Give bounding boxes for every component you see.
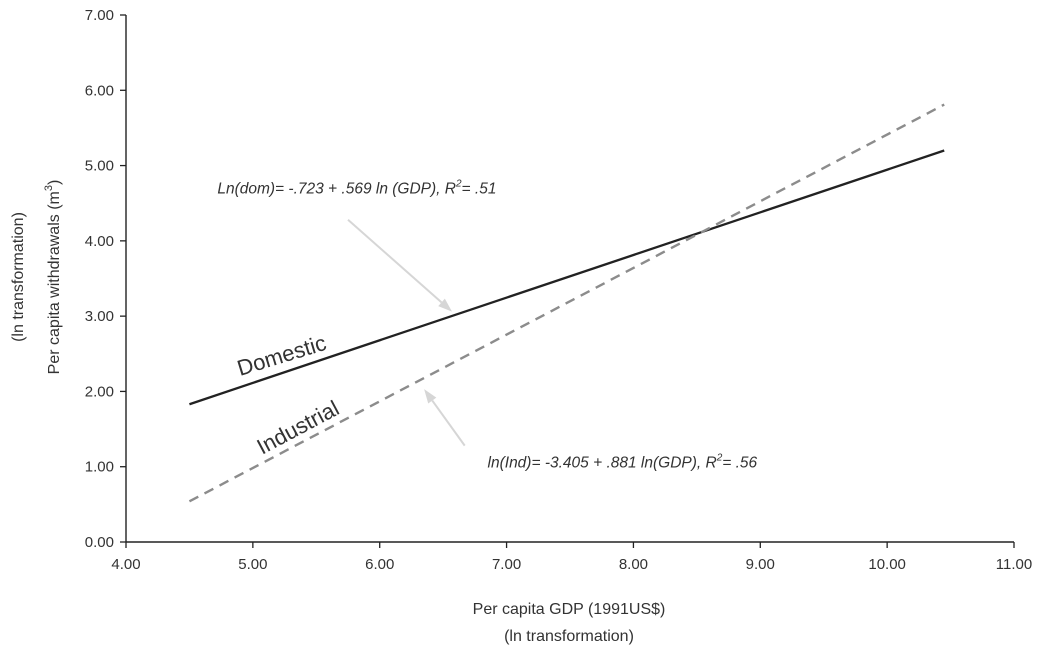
series-line-domestic xyxy=(189,149,945,406)
plot-area: 4.00 5.00 6.00 7.00 8.00 9.00 10.00 11.00 0.00 1… xyxy=(85,7,1032,573)
y-axis-title-sup: 3 xyxy=(43,185,55,191)
annotation-ind-equation: ln(Ind)= -3.405 + .881 ln(GDP), R2= .56 xyxy=(488,452,758,471)
series-line-industrial xyxy=(188,103,945,503)
y-tick-label: 1.00 xyxy=(85,459,114,476)
x-axis-subtitle: (ln transformation) xyxy=(504,628,634,645)
annotation-ind-after: = .56 xyxy=(722,454,757,471)
series-lines xyxy=(188,103,945,503)
annotation-ind-sup: 2 xyxy=(716,452,723,463)
y-tick-label: 0.00 xyxy=(85,534,114,551)
y-tick-label: 2.00 xyxy=(85,383,114,400)
annotation-dom-before: Ln(dom)= -.723 + .569 ln (GDP), R xyxy=(217,180,456,197)
y-tick-label: 4.00 xyxy=(85,233,114,250)
annotation-ind-before: ln(Ind)= -3.405 + .881 ln(GDP), R xyxy=(488,454,717,471)
annotation-arrowhead-ind xyxy=(424,389,437,404)
x-tick-label: 9.00 xyxy=(746,556,775,573)
annotation-arrows xyxy=(347,219,466,447)
x-tick-label: 7.00 xyxy=(492,556,521,573)
x-axis-title: Per capita GDP (1991US$) xyxy=(473,601,666,618)
annotation-dom-equation: Ln(dom)= -.723 + .569 ln (GDP), R2= .51 xyxy=(217,178,496,197)
x-tick-label: 4.00 xyxy=(111,556,140,573)
annotation-dom-after: = .51 xyxy=(462,180,497,197)
y-axis-title: Per capita withdrawals (m3) xyxy=(43,180,63,375)
annotation-dom-sup: 2 xyxy=(455,178,462,189)
y-axis-subtitle: (ln transformation) xyxy=(10,212,27,342)
x-tick-label: 5.00 xyxy=(238,556,267,573)
x-tick-label: 10.00 xyxy=(868,556,906,573)
y-tick-label: 6.00 xyxy=(85,82,114,99)
annotation-arrow-ind xyxy=(431,399,466,447)
annotation-arrow-dom xyxy=(347,219,443,304)
y-tick-label: 5.00 xyxy=(85,158,114,175)
x-tick-label: 8.00 xyxy=(619,556,648,573)
y-axis-title-close: ) xyxy=(46,180,63,185)
y-axis-ticks: 0.00 1.00 2.00 3.00 4.00 5.00 6.00 7.00 xyxy=(85,7,126,551)
y-axis-title-text: Per capita withdrawals (m xyxy=(46,191,63,374)
x-tick-label: 6.00 xyxy=(365,556,394,573)
x-tick-label: 11.00 xyxy=(996,556,1032,573)
annotation-arrowhead-dom xyxy=(438,298,453,312)
x-axis-ticks: 4.00 5.00 6.00 7.00 8.00 9.00 10.00 11.00 xyxy=(111,542,1032,573)
y-tick-label: 7.00 xyxy=(85,7,114,24)
y-tick-label: 3.00 xyxy=(85,308,114,325)
